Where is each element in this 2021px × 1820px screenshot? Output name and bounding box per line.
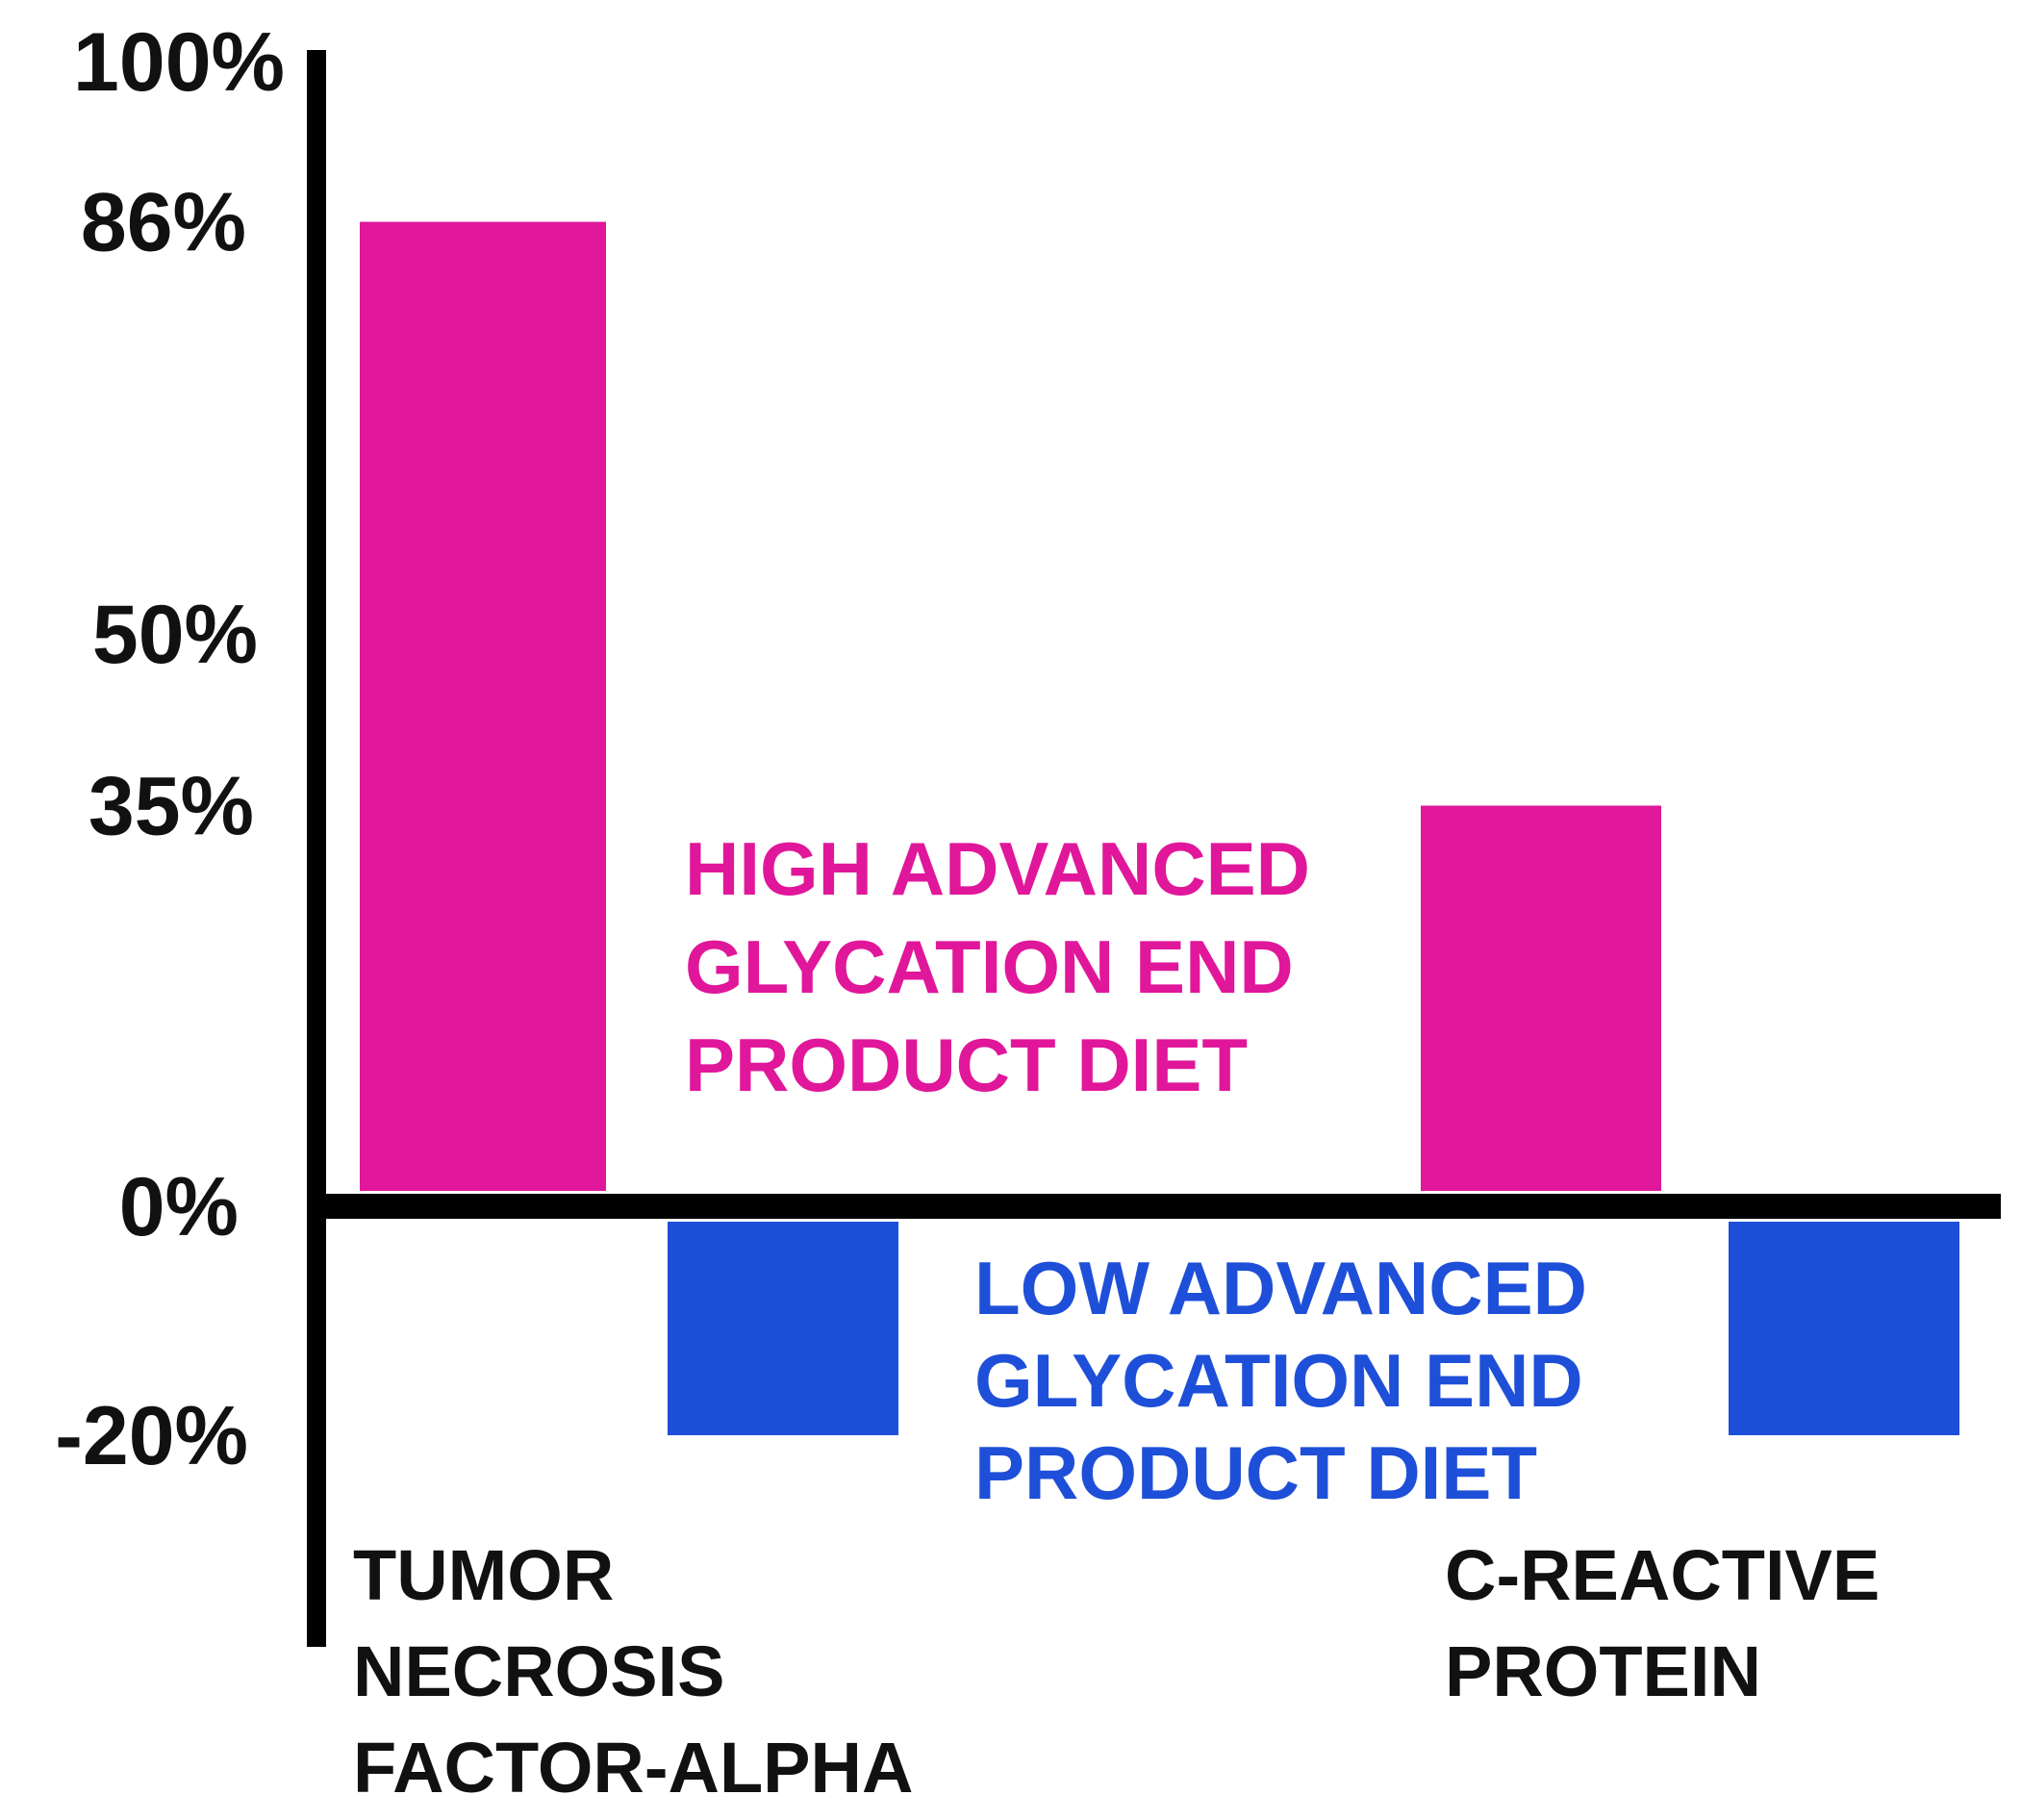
y-tick-label: -20%: [55, 1390, 248, 1482]
category-label-line: C-REACTIVE: [1445, 1535, 1880, 1615]
bars-group: [360, 221, 1959, 1435]
legend-line: GLYCATION END: [974, 1338, 1583, 1423]
bar-series0-cat1: [1421, 805, 1661, 1191]
legend-line: PRODUCT DIET: [685, 1023, 1248, 1107]
category-labels: TUMOR NECROSIS FACTOR-ALPHA C-REACTIVE PROTE…: [353, 1535, 1880, 1807]
legend-line: HIGH ADVANCED: [685, 826, 1310, 911]
y-tick-label: 0%: [119, 1161, 239, 1253]
legend-line: GLYCATION END: [685, 924, 1294, 1009]
legend-line: PRODUCT DIET: [974, 1430, 1537, 1515]
bar-series0-cat0: [360, 221, 606, 1192]
category-label-line: NECROSIS: [353, 1631, 725, 1711]
y-tick-label: 50%: [92, 589, 258, 681]
legend-line: LOW ADVANCED: [974, 1246, 1587, 1330]
category-label-line: FACTOR-ALPHA: [353, 1728, 913, 1807]
category-label-line: PROTEIN: [1445, 1631, 1761, 1711]
y-tick-label: 35%: [88, 761, 254, 853]
bar-series1-cat1: [1729, 1222, 1959, 1435]
category-label-line: TUMOR: [353, 1535, 614, 1615]
y-tick-label: 100%: [73, 16, 285, 109]
y-tick-labels: 100% 86% 50% 35% 0% -20%: [55, 16, 285, 1482]
bar-series1-cat0: [668, 1222, 898, 1435]
y-tick-label: 86%: [81, 177, 246, 269]
legend-high-age-diet: HIGH ADVANCED GLYCATION END PRODUCT DIET: [685, 826, 1310, 1107]
